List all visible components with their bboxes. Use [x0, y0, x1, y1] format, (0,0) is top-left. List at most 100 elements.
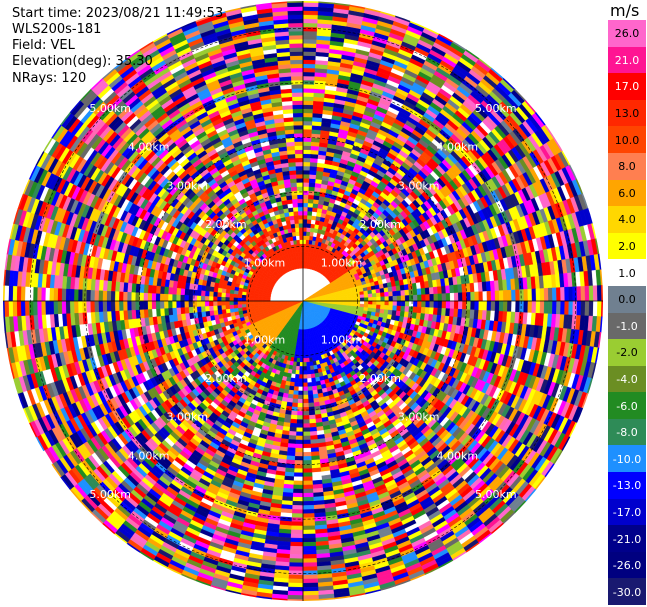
velocity-gate: [310, 373, 316, 379]
velocity-gate: [302, 362, 307, 367]
velocity-gate: [547, 287, 553, 302]
velocity-gate: [424, 287, 430, 295]
velocity-gate: [289, 558, 304, 564]
velocity-gate: [429, 300, 435, 309]
velocity-gate: [511, 300, 516, 313]
velocity-gate: [291, 521, 304, 527]
velocity-gate: [302, 480, 313, 486]
velocity-gate: [584, 300, 590, 317]
velocity-gate: [302, 247, 306, 253]
velocity-gate: [302, 83, 315, 89]
velocity-gate: [388, 305, 394, 311]
velocity-gate: [302, 529, 316, 535]
velocity-gate: [292, 398, 299, 404]
velocity-gate: [351, 295, 357, 299]
velocity-gate: [306, 369, 311, 375]
velocity-gate: [309, 422, 317, 428]
velocity-gate: [302, 92, 315, 97]
velocity-gate: [294, 460, 304, 465]
velocity-gate: [305, 357, 310, 363]
velocity-gates: [3, 1, 603, 601]
velocity-gate: [302, 137, 312, 142]
velocity-gate: [308, 410, 316, 416]
velocity-gate: [306, 365, 311, 371]
velocity-gate: [302, 402, 309, 408]
velocity-gate: [302, 599, 320, 601]
velocity-gate: [445, 293, 451, 302]
velocity-gate: [367, 304, 373, 309]
velocity-gate: [302, 488, 314, 494]
velocity-gate: [288, 430, 297, 437]
velocity-gate: [351, 300, 357, 304]
velocity-gate: [302, 378, 308, 384]
velocity-gate: [580, 286, 586, 302]
velocity-gate: [302, 96, 314, 102]
velocity-gate: [307, 398, 314, 404]
velocity-gate: [404, 295, 410, 302]
velocity-gate: [466, 300, 471, 310]
velocity-gate: [302, 190, 309, 195]
velocity-gate: [302, 435, 311, 441]
velocity-gate: [302, 141, 312, 146]
velocity-gate: [302, 447, 312, 453]
velocity-gate: [307, 214, 313, 220]
velocity-gate: [404, 300, 410, 307]
velocity-gate: [576, 286, 582, 302]
velocity-gate: [306, 223, 312, 228]
velocity-gate: [302, 374, 308, 379]
velocity-gate: [376, 292, 381, 298]
velocity-gate: [453, 300, 459, 310]
velocity-gate: [287, 590, 304, 596]
velocity-gate: [429, 293, 435, 302]
velocity-gate: [424, 307, 430, 315]
velocity-gate: [502, 290, 508, 302]
velocity-gate: [302, 223, 308, 228]
velocity-gate: [560, 287, 566, 302]
velocity-gate: [288, 435, 297, 441]
velocity-gate: [289, 545, 304, 551]
velocity-gate: [308, 194, 315, 200]
velocity-gate: [302, 537, 316, 543]
velocity-gate: [309, 174, 317, 180]
velocity-gate: [309, 165, 318, 172]
velocity-gate: [295, 443, 304, 449]
velocity-gate: [420, 306, 426, 315]
velocity-gate: [383, 309, 389, 315]
ppi-plot: 1.00km1.00km1.00km1.00km2.00km2.00km2.00…: [3, 1, 603, 601]
velocity-gate: [302, 398, 309, 404]
velocity-gate: [302, 545, 317, 551]
velocity-gate: [523, 300, 529, 313]
velocity-gate: [288, 574, 304, 580]
velocity-gate: [556, 287, 561, 302]
velocity-gate: [302, 169, 311, 175]
velocity-gate: [412, 306, 418, 314]
velocity-gate: [309, 426, 317, 432]
velocity-gate: [289, 418, 298, 424]
velocity-gate: [302, 390, 309, 396]
velocity-gate: [396, 300, 402, 307]
velocity-gate: [412, 288, 418, 296]
velocity-gate: [302, 79, 315, 85]
velocity-gate: [290, 537, 304, 543]
velocity-gate: [302, 202, 309, 208]
velocity-gate: [302, 149, 312, 155]
velocity-gate: [601, 284, 603, 302]
velocity-gate: [527, 288, 533, 302]
velocity-gate: [302, 439, 311, 445]
velocity-gate: [502, 300, 508, 312]
velocity-gate: [302, 243, 307, 249]
velocity-gate: [308, 178, 317, 184]
velocity-gate: [293, 468, 304, 474]
velocity-gate: [291, 509, 304, 514]
velocity-gate: [305, 349, 309, 355]
velocity-gate: [486, 300, 492, 312]
velocity-gate: [299, 357, 304, 363]
velocity-gate: [462, 300, 467, 310]
velocity-gate: [302, 521, 315, 527]
velocity-gate: [302, 128, 313, 134]
velocity-gate: [482, 291, 488, 302]
velocity-gate: [474, 300, 480, 311]
velocity-gate: [596, 300, 602, 317]
velocity-gate: [307, 394, 314, 400]
velocity-gate: [458, 300, 463, 310]
